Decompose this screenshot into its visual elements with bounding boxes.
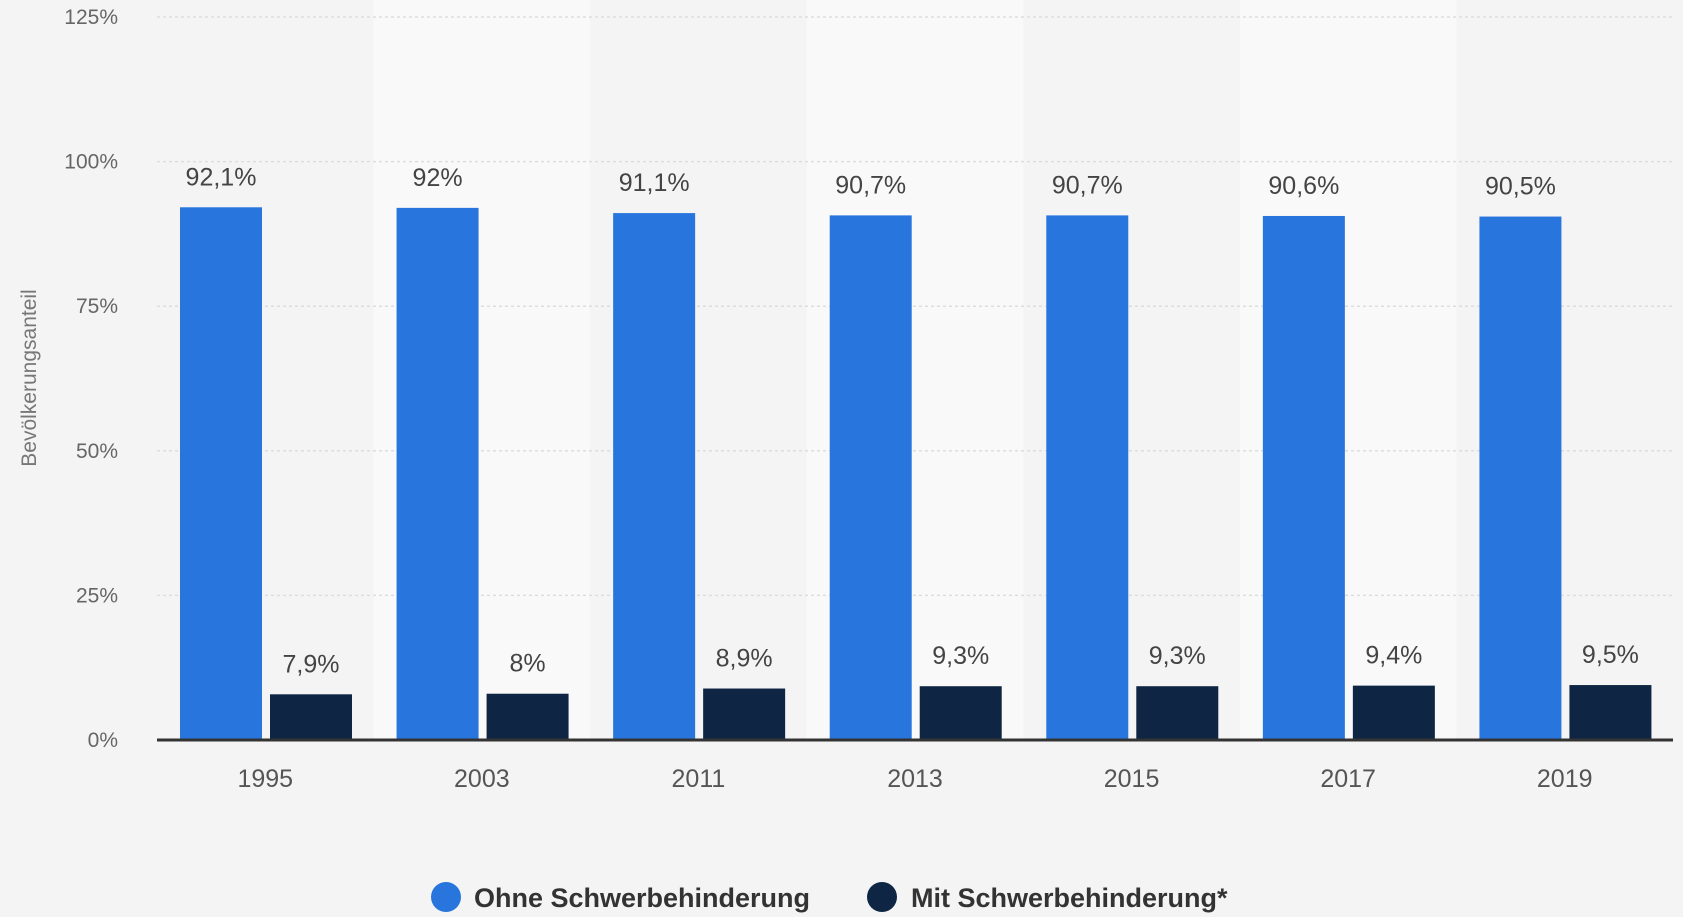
y-tick-label: 100% [64,151,118,174]
legend-marker [867,882,897,912]
legend-marker [431,882,461,912]
data-label: 8,9% [716,645,773,673]
y-tick-label: 0% [88,729,118,752]
bar-mit[interactable] [703,688,786,740]
bar-mit[interactable] [919,686,1002,740]
y-axis-title: Bevölkerungsanteil [18,289,41,466]
bar-mit[interactable] [270,694,352,740]
x-tick-label: 1995 [237,765,293,793]
data-label: 90,6% [1268,172,1339,200]
bar-ohne[interactable] [1479,216,1562,741]
x-tick-label: 2017 [1320,765,1376,793]
data-label: 90,5% [1485,173,1556,201]
data-label: 8% [510,650,546,678]
x-tick-label: 2003 [454,765,510,793]
data-label: 7,9% [283,650,340,678]
alternating-category-bands [373,0,1457,740]
legend[interactable]: Ohne Schwerbehinderung Mit Schwerbehinder… [431,882,1228,913]
bar-mit[interactable] [1352,685,1435,740]
y-tick-label: 75% [76,295,118,318]
x-axis-ticks: 1995 2003 2011 2013 2015 2017 2019 [237,765,1592,793]
data-label: 90,7% [1052,171,1123,199]
bar-mit[interactable] [486,693,569,740]
data-label: 92% [413,164,463,192]
x-tick-label: 2011 [672,765,726,793]
data-label: 9,3% [1149,642,1206,670]
y-axis-ticks: 0% 25% 50% 75% 100% 125% [64,6,118,752]
data-label: 9,5% [1582,641,1639,669]
bars: 92,1% 92% 91,1% 90,7% 90,7% 90,6% 90,5% 7,9% 8% 8… [180,163,1652,741]
bar-ohne[interactable] [1262,215,1345,740]
bar-mit[interactable] [1569,685,1652,740]
data-label: 92,1% [186,163,257,191]
data-label: 91,1% [619,169,690,197]
bar-mit[interactable] [1136,686,1219,740]
bar-ohne[interactable] [1046,215,1129,740]
legend-label[interactable]: Ohne Schwerbehinderung [474,883,810,913]
data-label: 9,4% [1365,642,1422,670]
bar-ohne[interactable] [396,207,479,740]
bar-ohne[interactable] [613,213,696,740]
y-tick-label: 25% [76,584,118,607]
x-tick-label: 2013 [887,765,943,793]
y-tick-label: 125% [64,6,118,29]
x-tick-label: 2019 [1537,765,1593,793]
data-label: 9,3% [932,642,989,670]
bar-ohne[interactable] [180,207,262,741]
bar-ohne[interactable] [829,215,912,740]
legend-label[interactable]: Mit Schwerbehinderung* [911,883,1228,913]
data-label: 90,7% [835,171,906,199]
y-tick-label: 50% [76,440,118,463]
x-tick-label: 2015 [1104,765,1160,793]
